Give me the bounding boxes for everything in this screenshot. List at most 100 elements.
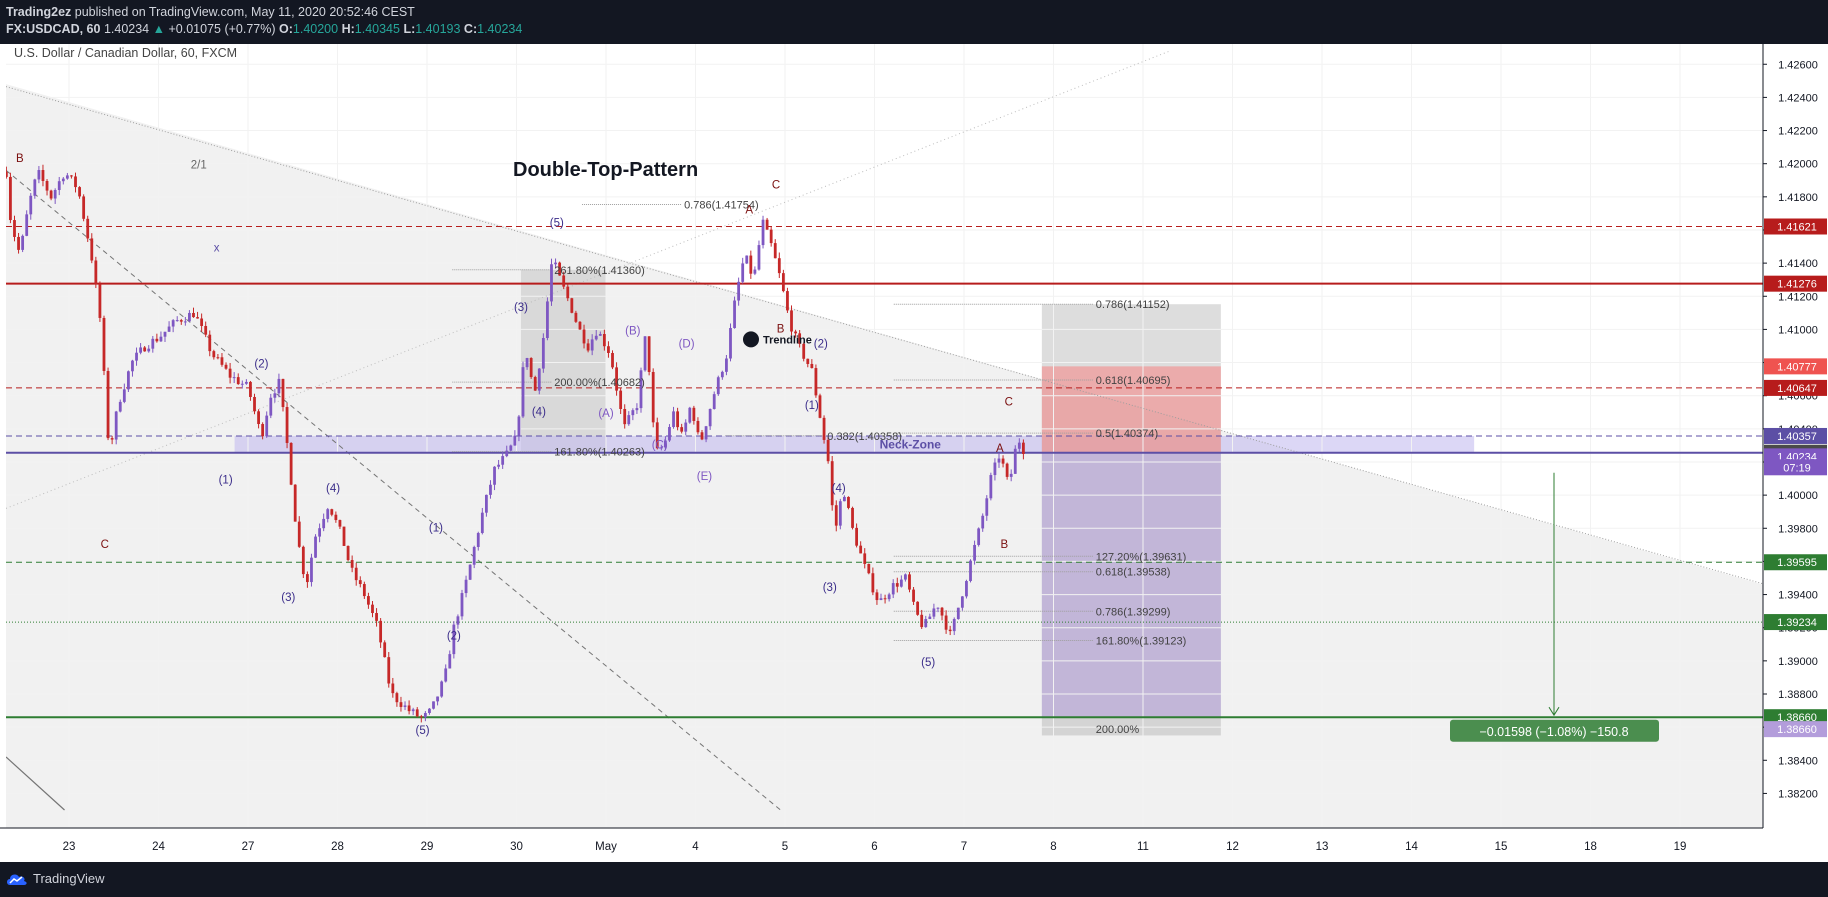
candle-body xyxy=(391,683,395,694)
candle-body xyxy=(151,338,155,349)
candle-body xyxy=(53,190,57,199)
candle-body xyxy=(448,654,452,669)
price-badge[interactable] xyxy=(1764,459,1827,476)
fib-extension-box xyxy=(520,269,606,452)
x-tick-label: 23 xyxy=(63,841,76,853)
time-axis[interactable] xyxy=(0,828,1763,862)
up-arrow-icon: ▲ xyxy=(152,22,165,36)
price-badge[interactable] xyxy=(1764,275,1827,292)
price-badge[interactable] xyxy=(1764,614,1827,631)
candle-body xyxy=(188,312,191,322)
candle-body xyxy=(57,181,61,191)
candle-body xyxy=(216,357,220,359)
candle-body xyxy=(358,580,362,585)
candle-body xyxy=(122,389,126,402)
chart-title: U.S. Dollar / Canadian Dollar, 60, FXCM xyxy=(14,46,237,60)
last-price: 1.40234 xyxy=(103,22,150,36)
candle-body xyxy=(387,657,391,684)
y-tick-label: 1.41000 xyxy=(1778,324,1818,336)
candle-body xyxy=(965,581,968,597)
candle-body xyxy=(342,526,346,546)
candle-body xyxy=(273,393,277,398)
price-badge[interactable] xyxy=(1764,721,1827,738)
chart-header: Trading2ez published on TradingView.com,… xyxy=(0,0,1828,44)
candle-body xyxy=(786,291,789,311)
wave-label: (1) xyxy=(219,475,233,487)
chart-area[interactable]: 0.786(1.41754) 261.80%(1.41360) 200.00%(1.… xyxy=(0,44,1828,862)
x-tick-label: 5 xyxy=(782,841,788,853)
fib-label: 200.00% xyxy=(1096,724,1140,736)
candle-body xyxy=(794,331,797,334)
candle-body xyxy=(948,629,952,632)
wave-label: (C) xyxy=(652,440,668,452)
y-tick-label: 1.38800 xyxy=(1778,689,1818,701)
wave-label: (D) xyxy=(679,339,695,351)
x-tick-label: 14 xyxy=(1405,841,1418,853)
price-badge[interactable] xyxy=(1764,379,1827,396)
fib-label: 261.80%(1.41360) xyxy=(554,265,645,277)
candle-body xyxy=(497,464,500,467)
price-badge[interactable] xyxy=(1764,427,1827,444)
candle-body xyxy=(13,220,16,237)
candle-body xyxy=(155,338,159,342)
candle-body xyxy=(135,352,138,361)
candle-body xyxy=(590,339,594,351)
candle-body xyxy=(346,545,350,561)
candle-body xyxy=(981,515,985,529)
candle-body xyxy=(224,364,228,369)
candle-body xyxy=(928,616,932,620)
candle-body xyxy=(350,560,354,568)
candle-body xyxy=(82,196,86,219)
pattern-title: Double-Top-Pattern xyxy=(513,159,698,181)
candle-body xyxy=(940,607,944,616)
publisher-name[interactable]: Trading2ez xyxy=(6,5,72,19)
measure-box[interactable] xyxy=(1450,719,1659,742)
price-badge[interactable] xyxy=(1764,218,1827,235)
candle-body xyxy=(668,426,671,441)
candle-body xyxy=(183,321,187,323)
candle-body xyxy=(383,642,387,658)
wave-label: (1) xyxy=(805,400,819,412)
candle-body xyxy=(147,348,151,352)
fib-label: 0.618(1.40695) xyxy=(1096,375,1171,387)
candle-body xyxy=(554,262,557,265)
candle-body xyxy=(712,394,716,409)
y-tick-label: 1.40000 xyxy=(1778,490,1818,502)
candle-body xyxy=(944,615,948,630)
candle-body xyxy=(810,363,814,369)
candle-body xyxy=(37,170,41,180)
price-chart[interactable]: 0.786(1.41754) 261.80%(1.41360) 200.00%(1.… xyxy=(0,44,1828,862)
wave-label: (B) xyxy=(625,325,641,337)
candle-body xyxy=(484,494,488,513)
candle-body xyxy=(696,420,700,433)
x-tick-label: 7 xyxy=(961,841,967,853)
price-badge[interactable] xyxy=(1764,554,1827,571)
tradingview-logo[interactable]: TradingView xyxy=(6,871,105,886)
wave-label: C xyxy=(772,180,780,192)
footer-bar: TradingView xyxy=(0,862,1828,897)
wave-label: C xyxy=(101,539,109,551)
candle-body xyxy=(818,395,822,418)
candle-body xyxy=(86,218,90,239)
wave-label: (2) xyxy=(814,339,828,351)
candle-body xyxy=(102,317,106,371)
price-badge-label: 1.41276 xyxy=(1777,279,1817,291)
candle-body xyxy=(883,598,887,600)
price-badge-label: 1.38660 xyxy=(1777,724,1817,736)
candle-body xyxy=(895,583,899,587)
candle-body xyxy=(525,358,529,368)
candle-body xyxy=(78,187,81,197)
candle-body xyxy=(651,371,655,423)
candle-body xyxy=(619,390,623,409)
candle-body xyxy=(615,367,618,391)
candle-body xyxy=(847,496,850,508)
dashed-trendline xyxy=(6,169,781,811)
stop-loss-zone xyxy=(1041,366,1221,453)
y-tick-label: 1.39400 xyxy=(1778,590,1818,602)
measure-label: −0.01598 (−1.08%) −150.8 xyxy=(1479,725,1628,739)
price-badge[interactable] xyxy=(1764,358,1827,375)
candle-body xyxy=(139,347,142,353)
candle-body xyxy=(566,286,570,299)
candle-body xyxy=(17,236,20,250)
low-label: L: xyxy=(403,22,416,36)
